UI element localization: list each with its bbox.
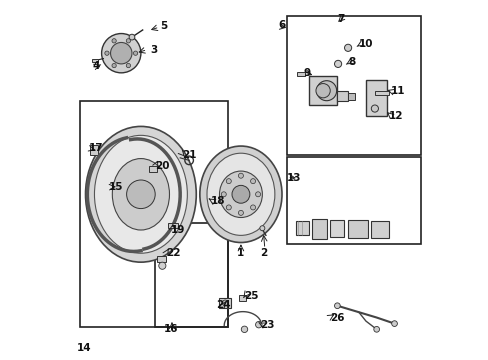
Ellipse shape: [231, 185, 249, 203]
Circle shape: [226, 179, 231, 184]
FancyBboxPatch shape: [329, 220, 343, 237]
Circle shape: [226, 205, 231, 210]
Text: 1: 1: [237, 248, 244, 258]
Text: 5: 5: [160, 21, 167, 31]
Circle shape: [126, 63, 130, 68]
Circle shape: [112, 63, 116, 68]
Text: 8: 8: [347, 57, 355, 67]
Text: 9: 9: [303, 68, 310, 78]
Ellipse shape: [219, 171, 262, 217]
Circle shape: [241, 326, 247, 333]
FancyBboxPatch shape: [365, 80, 386, 116]
Text: 19: 19: [171, 225, 185, 235]
Bar: [155, 223, 228, 327]
Ellipse shape: [94, 135, 187, 253]
Text: 18: 18: [210, 197, 224, 206]
FancyBboxPatch shape: [308, 76, 337, 105]
Text: 25: 25: [244, 291, 259, 301]
Circle shape: [104, 51, 109, 55]
FancyBboxPatch shape: [91, 59, 98, 62]
FancyBboxPatch shape: [239, 296, 246, 301]
Text: 13: 13: [286, 173, 301, 183]
Text: 15: 15: [108, 182, 123, 192]
FancyBboxPatch shape: [370, 221, 388, 238]
Ellipse shape: [102, 33, 141, 73]
Ellipse shape: [110, 42, 132, 64]
Text: 24: 24: [215, 300, 230, 310]
Text: 21: 21: [182, 150, 196, 160]
Text: 4: 4: [92, 61, 100, 71]
FancyBboxPatch shape: [296, 221, 308, 235]
Circle shape: [222, 300, 227, 306]
Text: 6: 6: [278, 19, 285, 30]
Ellipse shape: [200, 146, 282, 243]
Text: 26: 26: [329, 312, 344, 323]
Text: 2: 2: [260, 248, 267, 258]
Bar: [80, 102, 228, 327]
Circle shape: [159, 262, 165, 269]
FancyBboxPatch shape: [347, 220, 367, 238]
Circle shape: [133, 51, 138, 55]
Circle shape: [126, 39, 130, 43]
Circle shape: [238, 210, 243, 215]
Circle shape: [344, 44, 351, 51]
Text: 20: 20: [155, 161, 169, 171]
Ellipse shape: [126, 180, 155, 208]
Bar: [287, 157, 421, 244]
Circle shape: [238, 173, 243, 178]
FancyBboxPatch shape: [148, 166, 156, 172]
Ellipse shape: [206, 153, 274, 235]
Text: 17: 17: [89, 143, 103, 153]
Ellipse shape: [112, 158, 169, 230]
Circle shape: [334, 60, 341, 67]
Text: 12: 12: [388, 111, 403, 121]
Circle shape: [255, 321, 262, 328]
FancyBboxPatch shape: [312, 219, 326, 239]
FancyBboxPatch shape: [347, 93, 354, 100]
Text: 16: 16: [163, 324, 178, 334]
FancyBboxPatch shape: [167, 223, 177, 228]
Circle shape: [250, 179, 255, 184]
Circle shape: [255, 192, 260, 197]
Ellipse shape: [315, 84, 329, 98]
FancyBboxPatch shape: [297, 72, 305, 76]
Text: 3: 3: [149, 45, 157, 55]
Text: 23: 23: [260, 320, 275, 330]
Circle shape: [112, 39, 116, 43]
Text: 7: 7: [337, 14, 344, 24]
Circle shape: [373, 327, 379, 332]
Circle shape: [370, 105, 378, 112]
FancyBboxPatch shape: [90, 145, 98, 155]
Circle shape: [221, 192, 226, 197]
FancyBboxPatch shape: [219, 298, 230, 308]
FancyBboxPatch shape: [374, 91, 388, 95]
Circle shape: [129, 34, 135, 40]
Ellipse shape: [316, 81, 336, 101]
Circle shape: [259, 226, 264, 231]
Circle shape: [391, 321, 397, 327]
FancyBboxPatch shape: [157, 256, 165, 262]
Text: 10: 10: [358, 39, 372, 49]
Text: 14: 14: [77, 343, 91, 353]
Circle shape: [250, 205, 255, 210]
Text: 11: 11: [390, 86, 405, 96]
Circle shape: [334, 303, 340, 309]
FancyBboxPatch shape: [337, 91, 347, 102]
Text: 22: 22: [165, 248, 180, 258]
Ellipse shape: [85, 126, 196, 262]
Bar: [287, 16, 421, 155]
